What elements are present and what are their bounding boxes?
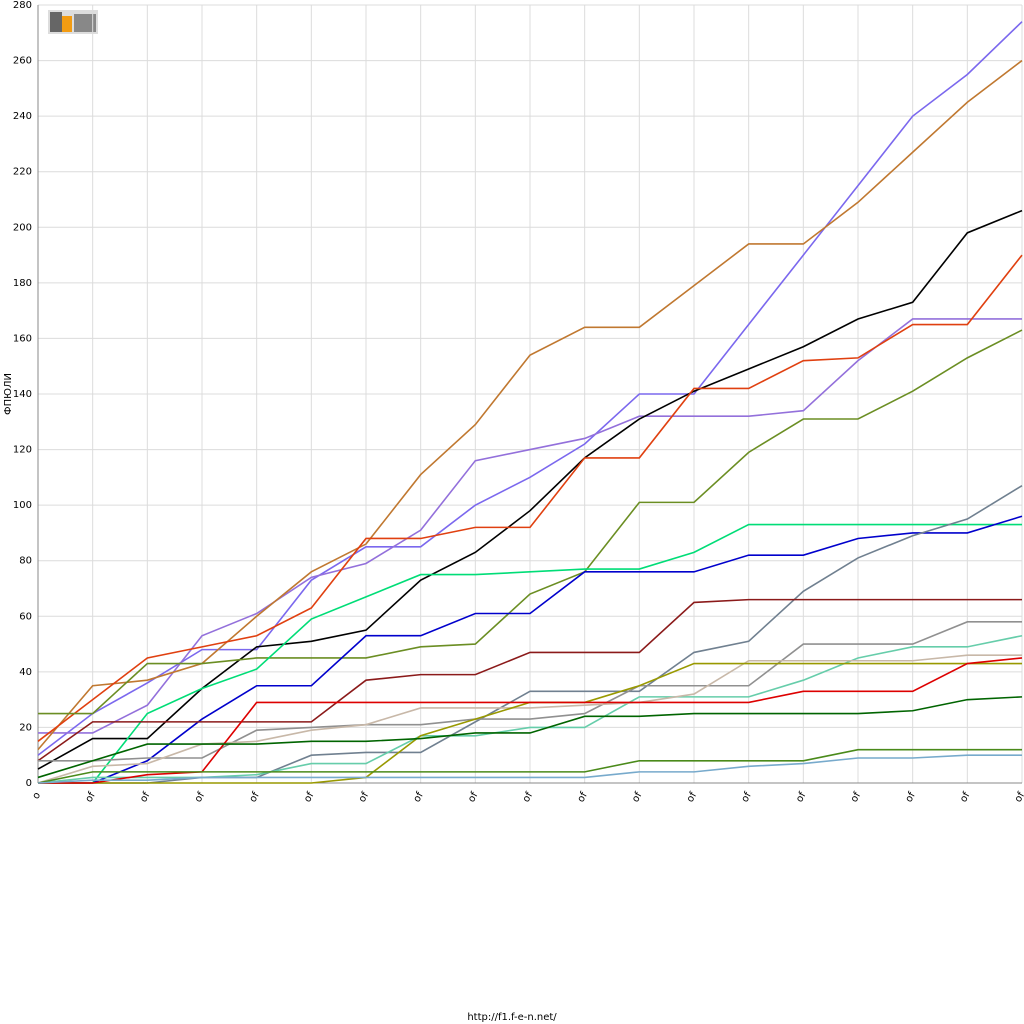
x-tick-label: of: [685, 790, 700, 804]
y-tick-label: 260: [13, 56, 32, 67]
x-tick-label: of: [958, 790, 973, 804]
y-tick-label: 60: [19, 611, 32, 622]
x-tick-label: of: [84, 790, 99, 804]
x-tick-label: of: [576, 790, 591, 804]
series-line: [37, 748, 1022, 784]
y-tick-label: 40: [19, 667, 32, 678]
series-line: [37, 254, 1023, 742]
x-tick-label: of: [412, 790, 427, 804]
series-line: [37, 598, 1022, 762]
y-tick-label: 200: [13, 222, 32, 233]
y-tick-label: 100: [13, 500, 32, 511]
x-tick-label: of: [521, 790, 536, 804]
y-tick-label: 220: [13, 167, 32, 178]
x-tick-label: of: [630, 790, 645, 804]
logo-part: [74, 14, 96, 32]
y-tick-label: 240: [13, 111, 32, 122]
series-line: [38, 523, 1022, 784]
series-line: [38, 329, 1023, 715]
x-tick-label: of: [193, 790, 208, 804]
x-tick-label: of: [357, 790, 372, 804]
y-tick-label: 160: [13, 333, 32, 344]
x-tick-label: of: [138, 790, 153, 804]
series-line: [37, 754, 1022, 784]
x-tick-label: of: [466, 790, 481, 804]
y-tick-label: 80: [19, 556, 32, 567]
x-tick-label: of: [849, 790, 864, 804]
source: http://f1.f-e-n.net/: [467, 1012, 557, 1023]
x-tick-label: of: [248, 790, 263, 804]
y-tick-label: 0: [26, 778, 32, 789]
y-tick-label: 120: [13, 445, 32, 456]
x-tick-label: of: [1013, 790, 1024, 804]
x-tick-label: of: [904, 790, 919, 804]
series-line: [38, 621, 1022, 762]
y-tick-label: 140: [13, 389, 32, 400]
y-tick-label: 280: [13, 0, 32, 11]
logo-part: [50, 12, 62, 32]
x-tick-label: of: [302, 790, 317, 804]
x-tick-label: o: [31, 791, 44, 802]
x-tick-label: of: [740, 790, 755, 804]
logo-part: [62, 16, 72, 32]
y-tick-label: 20: [19, 722, 32, 733]
y-axis-label: ФПЮЛИ: [3, 373, 14, 415]
series-line: [38, 515, 1023, 784]
series-line: [37, 21, 1023, 756]
logo: [48, 10, 98, 34]
series-line: [37, 696, 1023, 779]
series-line: [38, 318, 1022, 734]
y-tick-label: 180: [13, 278, 32, 289]
x-tick-label: of: [794, 790, 809, 804]
